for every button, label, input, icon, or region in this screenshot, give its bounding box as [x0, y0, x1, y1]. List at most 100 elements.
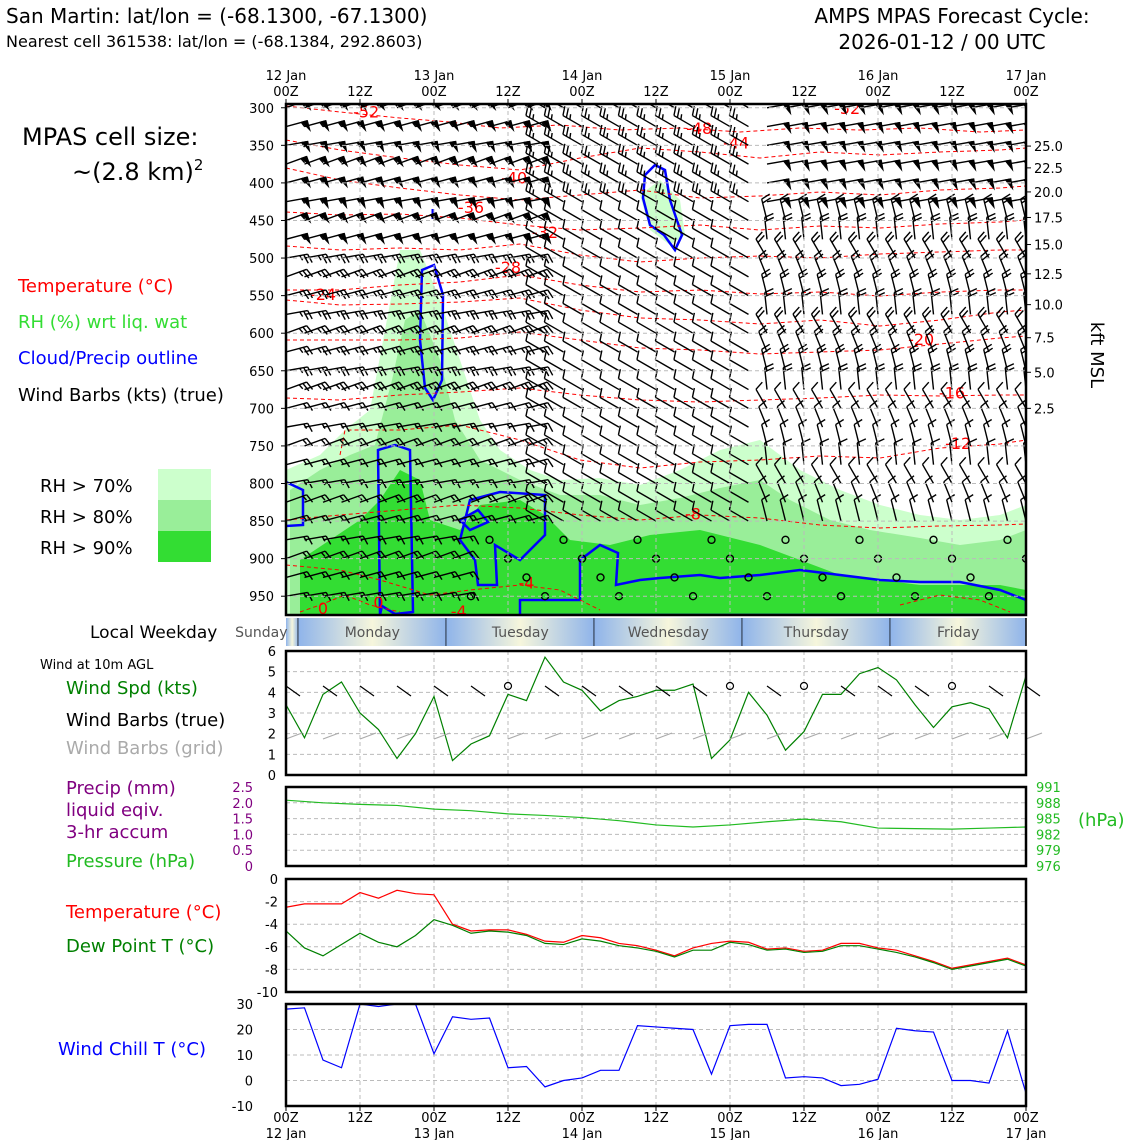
wind-barb-full [529, 89, 531, 98]
wind-barb-full [943, 400, 952, 408]
wind-barb-staff [943, 481, 953, 503]
wind-barb-staff [906, 406, 916, 428]
wind-barb-full [362, 310, 369, 320]
wind-barb-half [409, 327, 415, 333]
wind-barb-half [717, 114, 720, 120]
wind-barb-half [411, 178, 417, 184]
wind-barb-true [396, 685, 412, 697]
wind-barb-half [607, 95, 608, 100]
wind-barb-full [909, 494, 919, 501]
wind-barb-full [780, 197, 790, 204]
wind-barb-full [602, 108, 606, 118]
wind-barb-staff [710, 340, 731, 353]
wind-barb-full [431, 382, 439, 392]
wind-barb-full [562, 218, 566, 229]
wind-barb-full [1001, 268, 1011, 275]
wind-barb-staff [636, 415, 657, 428]
wind-barb-full [621, 126, 625, 137]
wind-barb-full [473, 571, 480, 581]
wind-barb-full [344, 253, 350, 263]
wind-barb-half [335, 271, 341, 277]
wind-barb-full [673, 406, 677, 417]
wind-barb-half [428, 311, 433, 317]
wind-barb-full [599, 350, 603, 360]
wind-barb-full [543, 124, 548, 135]
wind-barb-staff [655, 490, 675, 503]
wind-barb-full [543, 237, 548, 248]
wind-barb-full [873, 197, 883, 204]
wind-barb-full [965, 272, 975, 279]
wind-barb-full [1014, 381, 1022, 390]
wind-barb-half [393, 214, 398, 220]
wind-barb-full [472, 494, 480, 503]
wind-barb-half [377, 423, 382, 429]
wind-barb-staff [544, 415, 564, 428]
wind-barb-staff [692, 265, 712, 278]
kft-label: kft MSL [1086, 322, 1107, 388]
wind-barb-full [547, 422, 554, 432]
wind-barb-full [782, 363, 793, 369]
wind-barb-full [872, 418, 882, 426]
wind-barb-full [983, 193, 993, 200]
wind-barb-full [492, 310, 498, 320]
wind-barb-full [713, 126, 717, 137]
wind-barb-staff [655, 377, 675, 391]
wind-barb-full [926, 328, 935, 336]
wind-barb-staff [673, 321, 694, 334]
wind-barb-staff [729, 471, 749, 485]
wind-barb-staff [819, 442, 824, 465]
wind-barb-half [336, 311, 341, 317]
wind-barb-staff [581, 453, 601, 466]
wind-barb-half [376, 495, 382, 501]
wind-barb-full [599, 463, 603, 473]
wind-barb-true [877, 685, 893, 697]
wind-barb-half [680, 170, 683, 177]
wind-barb-full [432, 254, 439, 264]
wind-barb-full [943, 475, 952, 483]
wind-barb-staff [729, 302, 749, 316]
wind-barb-half [522, 158, 528, 164]
wind-barb-staff [924, 481, 935, 503]
wind-barb-staff [636, 396, 657, 409]
y-tick-label: 0 [270, 873, 278, 888]
wind-barb-full [435, 550, 443, 559]
wind-barb-staff [562, 340, 583, 353]
wind-barb-full [903, 231, 911, 240]
legend-rh90: RH > 90% [40, 538, 133, 559]
wind-barb-half [520, 347, 526, 354]
wind-barb-staff [760, 499, 768, 522]
wind-barb-full [998, 400, 1007, 408]
wind-barb-full [831, 234, 839, 243]
calm-marker [836, 592, 846, 601]
wind-barb-half [339, 495, 345, 501]
wind-barb-full [472, 381, 480, 390]
wind-barb-full [636, 463, 640, 473]
bottom-tick-day: 17 Jan [1006, 1127, 1047, 1140]
wind-barb-half [465, 384, 470, 390]
wind-barb-full [890, 343, 900, 351]
wind-barb-full [547, 126, 551, 137]
wind-barb-staff [945, 499, 953, 522]
wind-barb-full [1020, 194, 1026, 200]
wind-barb-staff [958, 464, 972, 484]
wind-barb-half [520, 327, 526, 333]
wind-barb-full [488, 254, 494, 264]
wind-barb-full [997, 234, 1006, 243]
top-tick-hour: 12Z [791, 85, 817, 100]
wind-barb-half [587, 189, 590, 195]
wind-barb-full [903, 381, 911, 390]
height-tick-label: 15.0 [1034, 239, 1063, 254]
wind-barb-full [617, 293, 622, 304]
wind-barb-staff [544, 340, 564, 353]
wind-barb-flag [541, 212, 552, 224]
wind-barb-full [674, 87, 676, 96]
wind-barb-full [820, 216, 830, 223]
wind-barb-staff [544, 302, 564, 316]
wind-barb-full [910, 272, 920, 279]
wind-barb-flag [338, 197, 348, 210]
section-grid [286, 104, 1026, 615]
y-tick-label: 20 [236, 1024, 253, 1039]
wind-barb-full [636, 500, 640, 511]
y-tick-label: 976 [1036, 860, 1061, 875]
